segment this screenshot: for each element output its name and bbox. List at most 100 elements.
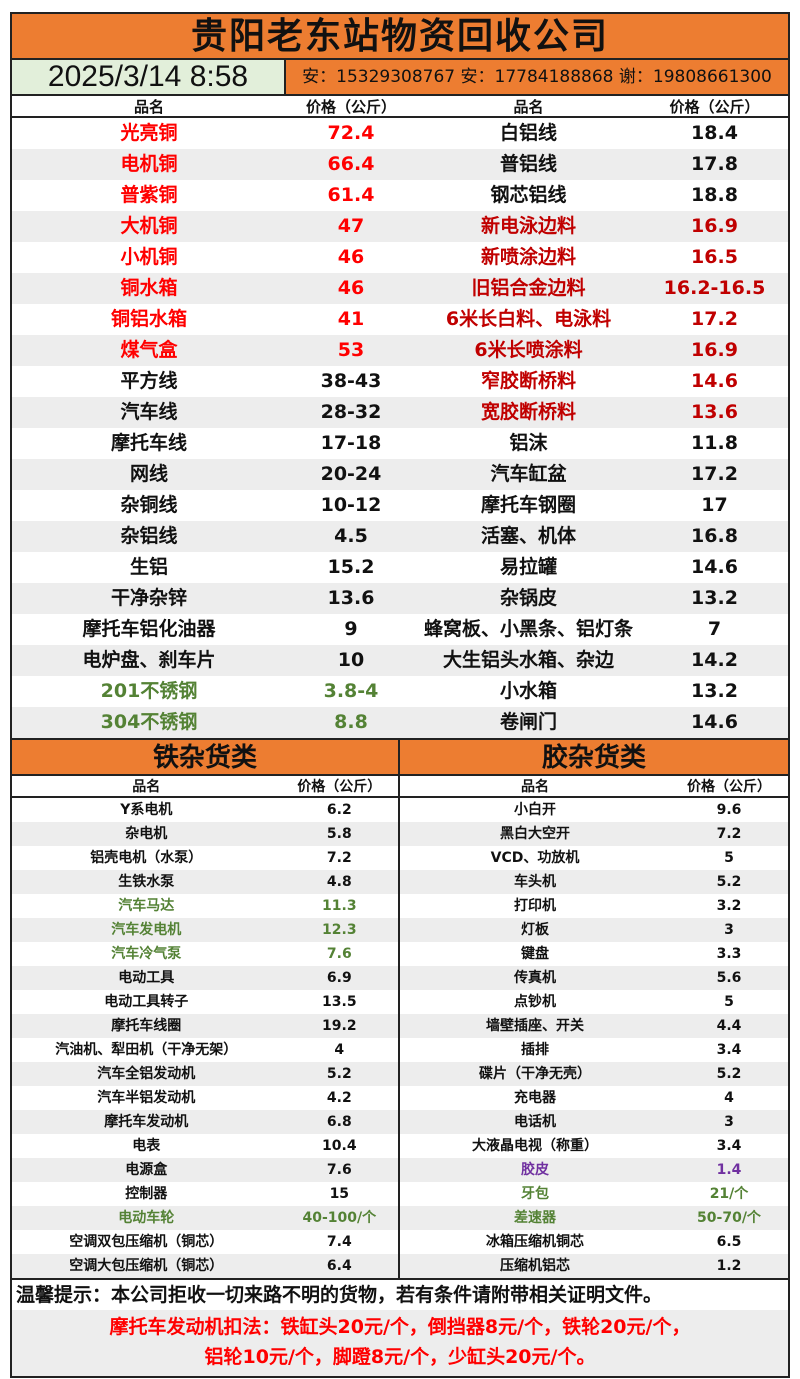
item-name: 灯板: [521, 922, 549, 938]
item-price: 5: [724, 994, 734, 1010]
table-row: 摩托车铝化油器 9 蜂窝板、小黑条、铝灯条 7: [12, 614, 788, 645]
item-price: 4: [724, 1090, 734, 1106]
item-price: 3.2: [716, 898, 742, 914]
item-name: 铜铝水箱: [110, 308, 187, 330]
item-name: 打印机: [514, 898, 556, 914]
deduction-line: 铝轮10元/个，脚蹬8元/个，少缸头20元/个。: [204, 1346, 596, 1368]
item-name: 生铝: [129, 556, 168, 578]
item-name: 钢芯铝线: [490, 184, 567, 206]
header-price: 价格（公斤）: [305, 98, 396, 116]
item-name: 电动车轮: [118, 1210, 175, 1226]
item-price: 7.4: [326, 1234, 352, 1250]
deduction-line: 摩托车发动机扣法：铁缸头20元/个，倒挡器8元/个，铁轮20元/个，: [109, 1316, 691, 1338]
table-row: 碟片（干净无壳） 5.2: [400, 1062, 788, 1086]
item-price: 4.2: [326, 1090, 352, 1106]
item-name: 易拉罐: [499, 556, 557, 578]
table-row: 煤气盒 53 6米长喷涂料 16.9: [12, 335, 788, 366]
table-row: 201不锈钢 3.8-4 小水箱 13.2: [12, 676, 788, 707]
info-row: 2025/3/14 8:58 安：15329308767 安：177841888…: [12, 60, 788, 96]
item-price: 13.2: [691, 680, 738, 702]
table-row: 杂电机 5.8: [12, 822, 398, 846]
item-price: 14.6: [691, 711, 738, 733]
item-price: 14.6: [691, 370, 738, 392]
table-row: 墙壁插座、开关 4.4: [400, 1014, 788, 1038]
header-price: 价格（公斤）: [669, 98, 760, 116]
item-price: 4.4: [716, 1018, 742, 1034]
header-name: 品名: [521, 779, 549, 795]
table-row: 空调大包压缩机（铜芯） 6.4: [12, 1254, 398, 1278]
table-row: 光亮铜 72.4 白铝线 18.4: [12, 118, 788, 149]
table-row: 生铝 15.2 易拉罐 14.6: [12, 552, 788, 583]
item-price: 21/个: [709, 1186, 749, 1202]
table-row: 电动工具转子 13.5: [12, 990, 398, 1014]
item-price: 20-24: [320, 463, 382, 485]
item-price: 61.4: [327, 184, 375, 206]
table-row: 充电器 4: [400, 1086, 788, 1110]
table-row: 车头机 5.2: [400, 870, 788, 894]
item-price: 38-43: [320, 370, 382, 392]
item-name: Y系电机: [120, 802, 173, 818]
table-row: 杂铜线 10-12 摩托车钢圈 17: [12, 490, 788, 521]
footer: 温馨提示：本公司拒收一切来路不明的货物，若有条件请附带相关证明文件。 摩托车发动…: [12, 1278, 788, 1376]
table-row: 牙包 21/个: [400, 1182, 788, 1206]
bottom-tables: 品名 价格（公斤） Y系电机 6.2 杂电机 5.8 铝壳电机（水泵） 7.2 生铁水泵 4.8 汽…: [12, 776, 788, 1278]
table-row: 大液晶电视（称重） 3.4: [400, 1134, 788, 1158]
item-name: 汽车马达: [118, 898, 175, 914]
table-row: 电源盒 7.6: [12, 1158, 398, 1182]
table-row: 传真机 5.6: [400, 966, 788, 990]
item-name: 小水箱: [499, 680, 557, 702]
item-name: 白铝线: [499, 122, 557, 144]
item-name: 墙壁插座、开关: [486, 1018, 584, 1034]
item-price: 1.4: [716, 1162, 742, 1178]
section-table-header: 品名 价格（公斤）: [400, 776, 788, 798]
section-table: 品名 价格（公斤） 小白开 9.6 黑白大空开 7.2 VCD、功放机 5 车头机 5.2 打印机 3…: [400, 776, 788, 1278]
item-price: 3: [724, 1114, 734, 1130]
item-name: 碟片（干净无壳）: [479, 1066, 591, 1082]
item-price: 4.5: [334, 525, 368, 547]
item-price: 15: [329, 1186, 350, 1202]
item-price: 10: [337, 649, 365, 671]
table-row: 干净杂锌 13.6 杂锅皮 13.2: [12, 583, 788, 614]
item-price: 15.2: [327, 556, 375, 578]
item-name: 车头机: [514, 874, 556, 890]
header-name: 品名: [513, 98, 544, 116]
item-price: 7.6: [326, 1162, 352, 1178]
table-row: 小机铜 46 新喷涂边料 16.5: [12, 242, 788, 273]
item-price: 3.3: [716, 946, 742, 962]
item-price: 11.8: [691, 432, 738, 454]
item-name: 键盘: [521, 946, 549, 962]
item-name: 小白开: [514, 802, 556, 818]
item-name: 201不锈钢: [100, 680, 198, 702]
table-row: 摩托车发动机 6.8: [12, 1110, 398, 1134]
section-title-iron: 铁杂货类: [12, 740, 400, 774]
item-name: 汽车冷气泵: [111, 946, 182, 962]
item-price: 46: [337, 277, 365, 299]
item-price: 17-18: [320, 432, 382, 454]
item-price: 40-100/个: [302, 1210, 377, 1226]
item-name: 煤气盒: [120, 339, 178, 361]
table-row: 汽车冷气泵 7.6: [12, 942, 398, 966]
item-name: 干净杂锌: [110, 587, 187, 609]
item-price: 14.6: [691, 556, 738, 578]
table-row: 汽车半铝发动机 4.2: [12, 1086, 398, 1110]
item-name: VCD、功放机: [490, 850, 580, 866]
item-name: 旧铝合金边料: [471, 277, 586, 299]
item-price: 5.2: [326, 1066, 352, 1082]
item-price: 5: [724, 850, 734, 866]
item-name: 控制器: [125, 1186, 168, 1202]
item-price: 3: [724, 922, 734, 938]
item-name: 汽车半铝发动机: [97, 1090, 196, 1106]
table-row: 平方线 38-43 窄胶断桥料 14.6: [12, 366, 788, 397]
item-price: 66.4: [327, 153, 375, 175]
item-price: 6.8: [326, 1114, 352, 1130]
item-name: 大生铝头水箱、杂边: [442, 649, 614, 671]
table-row: 304不锈钢 8.8 卷闸门 14.6: [12, 707, 788, 738]
table-row: 摩托车线 17-18 铝沫 11.8: [12, 428, 788, 459]
item-price: 13.6: [691, 401, 738, 423]
item-price: 18.8: [691, 184, 738, 206]
item-price: 17.2: [691, 308, 738, 330]
table-row: 键盘 3.3: [400, 942, 788, 966]
item-name: 汽油机、犁田机（干净无架）: [55, 1042, 238, 1058]
item-name: 汽车发电机: [111, 922, 182, 938]
table-row: 电动车轮 40-100/个: [12, 1206, 398, 1230]
